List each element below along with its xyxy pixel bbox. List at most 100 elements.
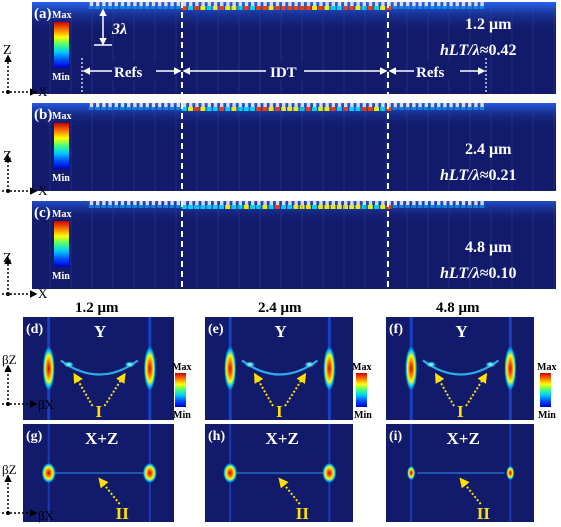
hotspot [293, 107, 298, 111]
electrode [412, 201, 415, 205]
hotspot [411, 6, 416, 9]
electrode [226, 103, 229, 107]
hotspot [244, 107, 249, 111]
electrode [319, 201, 322, 205]
hot-spot-left [224, 347, 236, 391]
hotspot [380, 6, 385, 10]
electrode [369, 2, 372, 6]
electrode [431, 201, 434, 205]
electrode [214, 201, 217, 205]
hotspot [430, 205, 435, 208]
hotspot [368, 107, 373, 111]
electrode [313, 201, 316, 205]
colorbar-min-a: Min [52, 72, 70, 83]
electrode [251, 2, 254, 6]
electrode [127, 103, 130, 107]
hotspot [157, 107, 162, 110]
electrode [108, 2, 111, 6]
electrode [195, 201, 198, 205]
electrode [443, 2, 446, 6]
hotspot [411, 107, 416, 110]
electrode [350, 103, 353, 107]
hotspot [89, 107, 94, 110]
hotspot [275, 205, 280, 209]
electrode [177, 201, 180, 205]
electrode [158, 2, 161, 6]
axis-z-b: Z [3, 149, 12, 164]
electrode [369, 201, 372, 205]
hotspot [467, 205, 472, 208]
panel-letter: (d) [26, 322, 43, 337]
hotspot [120, 6, 125, 9]
electrode [350, 201, 353, 205]
axis-x-c: X [38, 286, 48, 301]
electrode [319, 2, 322, 6]
hotspot [219, 6, 224, 10]
hotspot [324, 205, 329, 209]
hotspot [269, 205, 274, 209]
thickness-a: 1.2 μm [465, 16, 512, 33]
hotspot [306, 107, 311, 111]
kspace-colorbar-3: Max Min [537, 362, 556, 421]
hotspot [393, 205, 398, 208]
electrode [214, 103, 217, 107]
hot-spot-right [143, 463, 157, 483]
colorbar-c [54, 221, 69, 267]
hotspot [318, 6, 323, 10]
hotspot [138, 6, 143, 9]
column-header-2: 2.4 μm [258, 300, 302, 316]
hotspot [207, 6, 212, 10]
hotspot [293, 6, 298, 10]
hotspot [331, 107, 336, 111]
electrode [449, 103, 452, 107]
hotspot [455, 6, 460, 9]
panel-letter: (g) [26, 429, 43, 444]
hotspot [262, 6, 267, 10]
hotspot [349, 107, 354, 111]
electrode [102, 103, 105, 107]
svg-text:Min: Min [354, 410, 372, 421]
hotspot [405, 107, 410, 110]
component-label: X+Z [266, 429, 299, 448]
component-label: Y [275, 322, 287, 341]
electrode [406, 201, 409, 205]
electrode [257, 201, 260, 205]
electrode [338, 201, 341, 205]
electrode [406, 103, 409, 107]
hotspot [89, 6, 94, 9]
hotspot [380, 205, 385, 209]
electrode [462, 103, 465, 107]
hotspot [213, 205, 218, 209]
beta-x-label-2: βX [38, 508, 55, 523]
electrode [437, 2, 440, 6]
electrode [133, 201, 136, 205]
electrode [226, 2, 229, 6]
axis-z-c: Z [3, 251, 12, 266]
hot-spot-right [323, 347, 335, 391]
electrode [356, 2, 359, 6]
hotspot [337, 107, 342, 111]
hotspot [368, 6, 373, 10]
electrode [195, 103, 198, 107]
hotspot [405, 205, 410, 208]
electrode [183, 2, 186, 6]
hotspot [126, 107, 131, 110]
electrode [152, 103, 155, 107]
electrode [133, 2, 136, 6]
k-panel-i: II(i) X+Z [386, 424, 534, 523]
electrode [115, 2, 118, 6]
hot-spot-right [144, 347, 156, 391]
hotspot [455, 205, 460, 208]
hotspot [231, 6, 236, 10]
electrode [239, 103, 242, 107]
colorbar-max-a: Max [52, 10, 71, 21]
component-label: X+Z [447, 429, 480, 448]
hotspot [473, 205, 478, 208]
hotspot [337, 6, 342, 10]
electrode [474, 103, 477, 107]
electrode [177, 103, 180, 107]
hotspot [120, 205, 125, 208]
electrode [270, 2, 273, 6]
hotspot [374, 205, 379, 209]
